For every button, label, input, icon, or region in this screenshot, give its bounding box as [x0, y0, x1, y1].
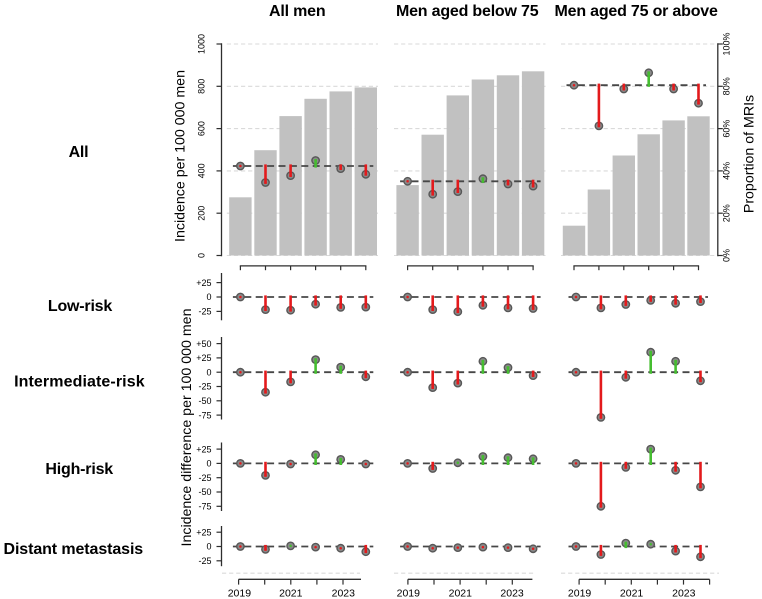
svg-text:2019: 2019 [228, 588, 252, 599]
svg-text:2023: 2023 [500, 588, 524, 599]
svg-text:80%: 80% [722, 77, 732, 95]
svg-text:All men: All men [269, 3, 325, 20]
svg-text:0: 0 [206, 542, 211, 552]
svg-text:0: 0 [206, 459, 211, 469]
svg-text:60%: 60% [722, 120, 732, 138]
svg-text:-25: -25 [198, 473, 211, 483]
svg-text:0: 0 [197, 253, 207, 258]
svg-text:0: 0 [206, 367, 211, 377]
svg-text:-75: -75 [198, 502, 211, 512]
svg-text:0%: 0% [722, 249, 732, 262]
svg-text:800: 800 [197, 79, 207, 94]
svg-text:+50: +50 [196, 339, 211, 349]
svg-text:2023: 2023 [672, 588, 696, 599]
svg-text:Men aged 75 or above: Men aged 75 or above [555, 3, 718, 20]
svg-text:-50: -50 [198, 487, 211, 497]
svg-text:Incidence difference per 100 0: Incidence difference per 100 000 men [179, 309, 195, 547]
svg-text:100%: 100% [722, 32, 732, 55]
svg-text:0: 0 [206, 292, 211, 302]
svg-text:400: 400 [197, 163, 207, 178]
svg-text:-50: -50 [198, 396, 211, 406]
svg-text:+25: +25 [196, 353, 211, 363]
svg-text:2023: 2023 [332, 588, 356, 599]
svg-text:Intermediate-risk: Intermediate-risk [14, 373, 145, 390]
svg-text:20%: 20% [722, 204, 732, 222]
svg-text:2021: 2021 [620, 588, 644, 599]
svg-text:600: 600 [197, 121, 207, 136]
svg-text:-25: -25 [198, 382, 211, 392]
svg-text:200: 200 [197, 206, 207, 221]
svg-text:Distant metastasis: Distant metastasis [4, 541, 144, 558]
svg-text:Men aged below 75: Men aged below 75 [396, 3, 539, 20]
svg-text:+25: +25 [196, 278, 211, 288]
svg-text:+25: +25 [196, 527, 211, 537]
svg-text:Low-risk: Low-risk [48, 298, 112, 315]
svg-text:All: All [69, 144, 89, 161]
svg-text:+25: +25 [196, 444, 211, 454]
svg-text:40%: 40% [722, 162, 732, 180]
svg-text:-25: -25 [198, 556, 211, 566]
svg-text:2019: 2019 [568, 588, 592, 599]
svg-text:2019: 2019 [397, 588, 421, 599]
svg-text:-75: -75 [198, 410, 211, 420]
svg-text:1000: 1000 [197, 34, 207, 54]
svg-text:2021: 2021 [449, 588, 473, 599]
svg-text:-25: -25 [198, 307, 211, 317]
svg-text:2021: 2021 [279, 588, 303, 599]
svg-text:High-risk: High-risk [45, 461, 113, 478]
svg-text:Incidence per 100 000 men: Incidence per 100 000 men [173, 70, 189, 242]
svg-text:Proportion of MRIs: Proportion of MRIs [742, 95, 758, 213]
